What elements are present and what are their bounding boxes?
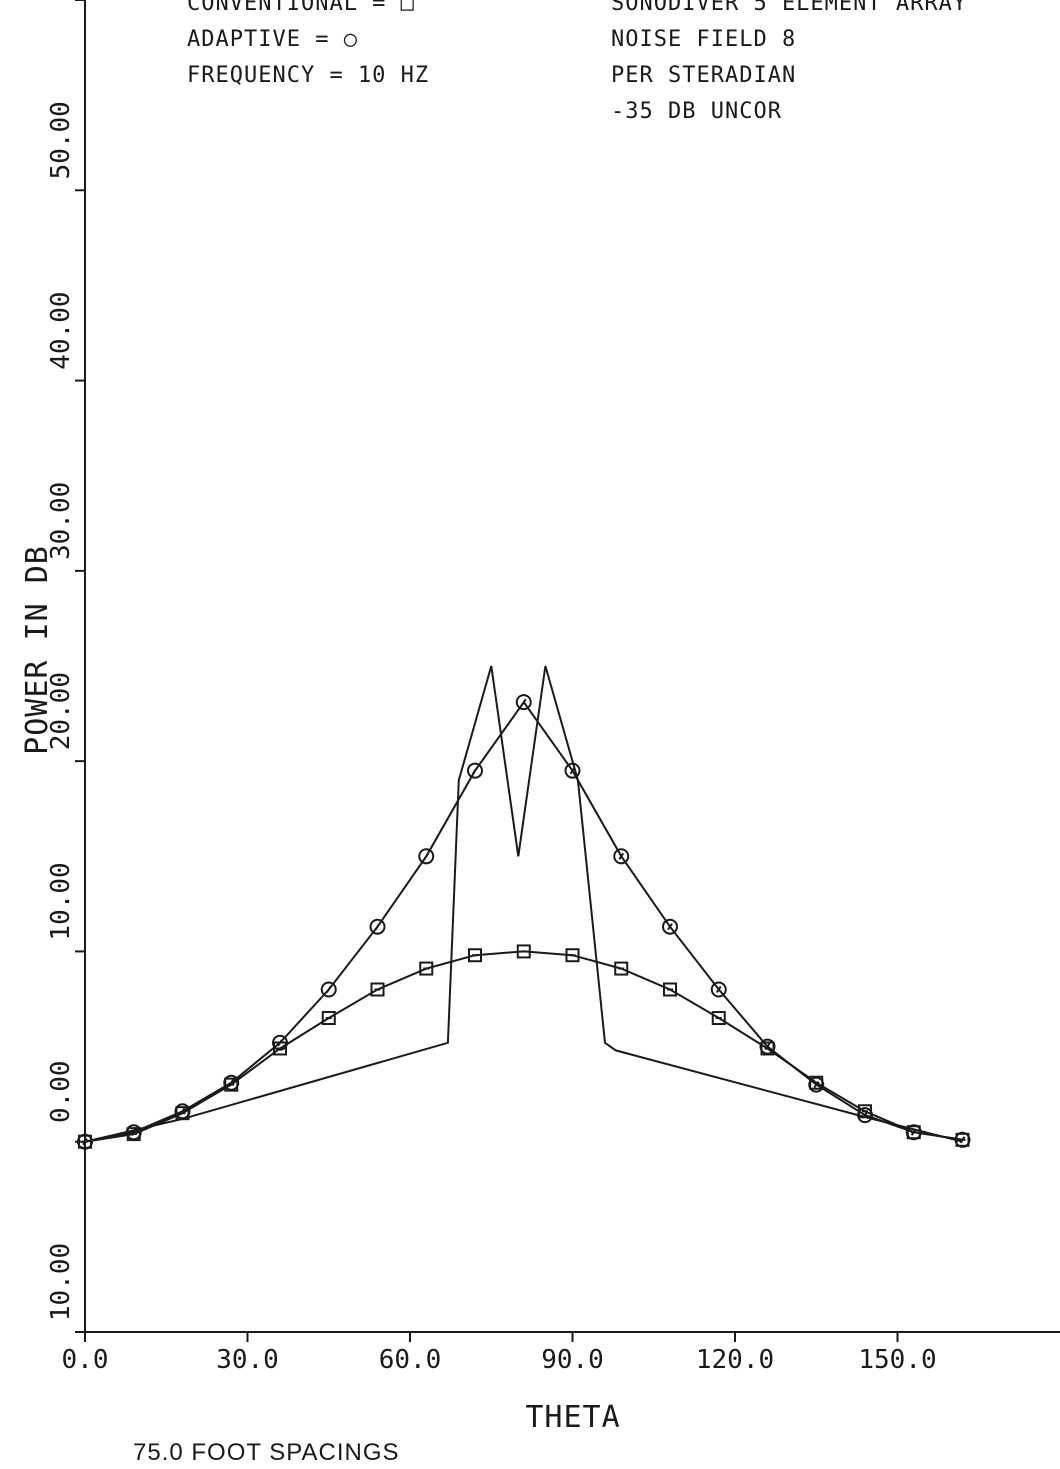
y-tick-label: 30.00 [46,482,76,560]
adaptive-point-mark [910,1128,917,1136]
x-tick-label: 150.0 [858,1345,936,1375]
series-line-adaptive [84,700,963,1143]
y-tick-label: 0.00 [46,1060,76,1123]
x-tick-label: 120.0 [696,1345,774,1375]
y-axis-label: POWER IN DB [20,545,55,755]
y-tick-label: 50.00 [46,101,76,179]
adaptive-point [515,694,532,711]
conventional-point [516,944,531,959]
adaptive-point-mark [959,1136,966,1144]
adaptive-point [77,1133,93,1150]
plot-markers [77,694,971,1150]
y-tick-label: 40.00 [46,291,76,369]
y-tick-label: 10.00 [46,862,76,940]
adaptive-point [467,762,483,779]
conventional-point [663,982,677,997]
x-tick-label: 30.0 [216,1345,279,1375]
conventional-point [419,961,434,976]
adaptive-point [174,1103,191,1120]
adaptive-point-mark [569,767,576,775]
adaptive-point-mark [472,767,478,775]
series-line-unlabeled [84,665,963,1143]
series-line-conventional [84,950,963,1143]
adaptive-point-mark [667,923,673,931]
x-tick-label: 90.0 [541,1345,604,1375]
plot-curves [84,665,963,1143]
adaptive-point-mark [130,1128,137,1136]
y-tick-label: 20.00 [46,672,76,750]
noise-field-text: NOISE FIELD 8 [611,27,796,52]
conventional-point [711,1011,726,1026]
x-tick-label: 60.0 [379,1345,442,1375]
adaptive-point-mark [325,985,332,994]
x-ticks: 0.0 30.0 60.0 90.0 120.0 150.0 [62,1332,937,1375]
adaptive-point-mark [715,985,722,994]
adaptive-point-mark [82,1138,88,1146]
adaptive-point-mark [764,1043,771,1051]
adaptive-point [320,981,337,998]
adaptive-point [223,1074,240,1091]
adaptive-point [808,1076,825,1093]
adaptive-point-mark [813,1081,820,1089]
adaptive-point-mark [179,1107,186,1115]
conventional-point [321,1011,336,1026]
adaptive-point [905,1124,922,1141]
array-title-text: SONODIVER 5 ELEMENT ARRAY [611,0,967,16]
adaptive-point [954,1131,971,1148]
x-axis-label: THETA [525,1400,620,1435]
adaptive-point-mark [520,698,527,706]
conventional-point [565,948,580,963]
legend-conventional-text: CONVENTIONAL = □ [187,0,415,16]
conventional-point [468,948,482,963]
y-tick-label: 10.00 [46,1243,76,1321]
adaptive-point [759,1038,776,1055]
frequency-text: FREQUENCY = 10 HZ [187,63,429,88]
legend-adaptive-text: ADAPTIVE = ○ [187,27,358,52]
adaptive-point [369,918,386,935]
adaptive-point-mark [862,1111,868,1119]
adaptive-point [418,848,435,865]
adaptive-point [662,918,678,935]
adaptive-point-mark [277,1039,283,1047]
x-tick-label: 0.0 [62,1345,109,1375]
adaptive-point-mark [423,852,430,860]
adaptive-point [564,762,581,779]
conventional-point [370,982,385,997]
adaptive-point-mark [228,1079,235,1087]
adaptive-point [710,981,727,998]
adaptive-point [857,1107,873,1124]
adaptive-point [125,1124,142,1141]
uncor-text: -35 DB UNCOR [611,99,782,124]
adaptive-point-mark [618,852,625,860]
spacing-note: 75.0 FOOT SPACINGS [133,1439,400,1466]
adaptive-point [272,1034,288,1051]
adaptive-point [613,848,630,865]
adaptive-point-mark [374,923,381,931]
conventional-point [614,961,629,976]
steradian-text: PER STERADIAN [611,63,796,88]
